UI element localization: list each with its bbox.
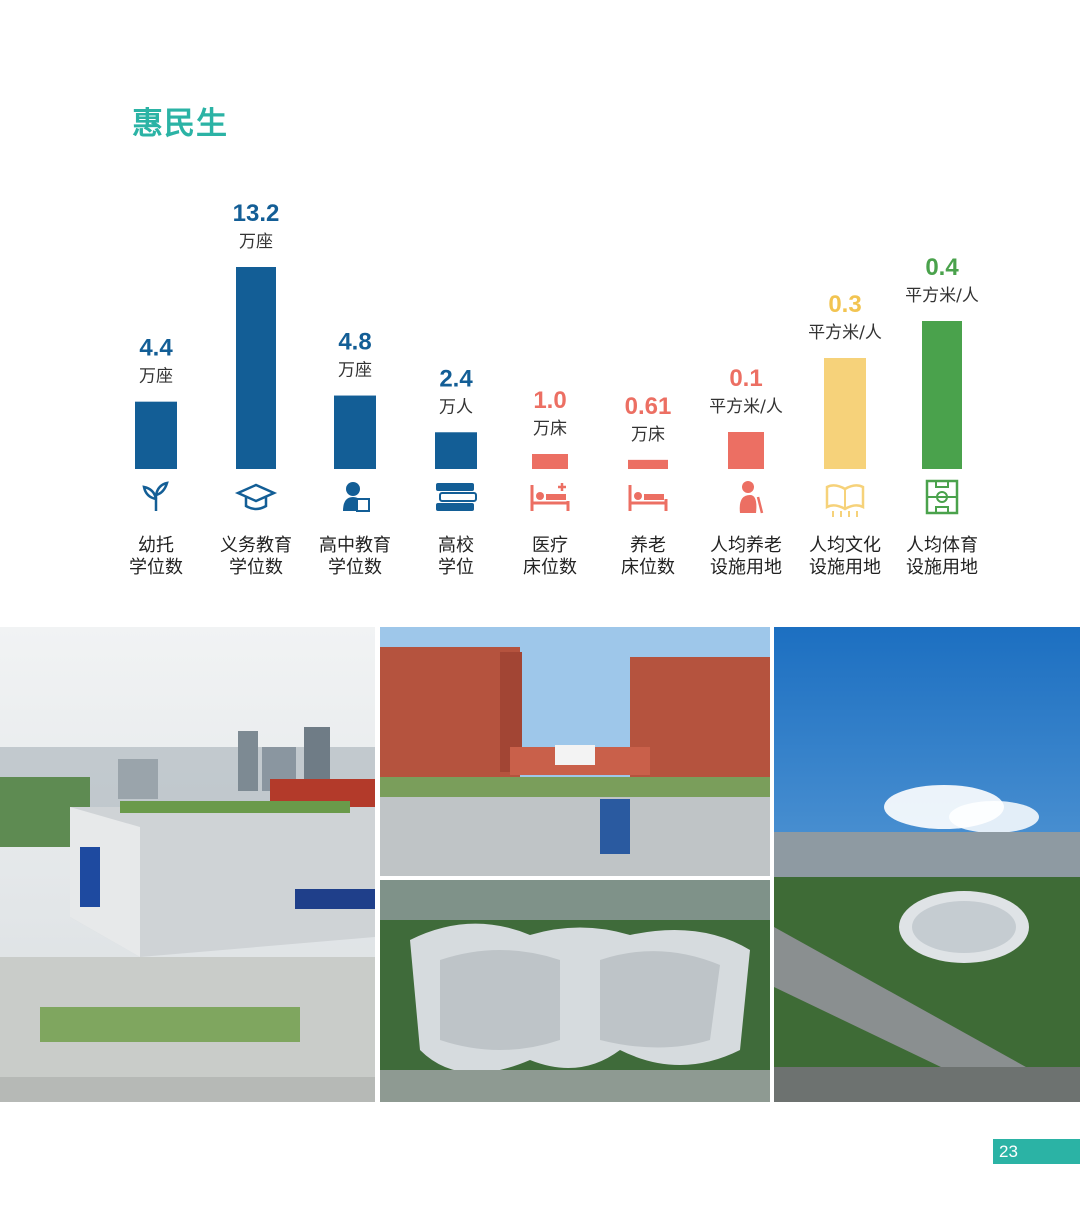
category-label: 幼托 <box>138 535 174 556</box>
elderly-bed-icon <box>628 485 668 511</box>
livelihood-bar-chart: 万座4.4幼托学位数万座13.2义务教育学位数万座4.8高中教育学位数万人2.4… <box>129 200 979 578</box>
bar-unit-label: 万人 <box>439 397 473 417</box>
photo-school-campus <box>380 627 770 876</box>
bar-unit-label: 万床 <box>533 419 567 439</box>
bar-unit-label: 万座 <box>338 361 372 381</box>
page-number: 23 <box>993 1139 1080 1164</box>
category-label: 学位数 <box>229 557 283 578</box>
bar-9 <box>922 321 962 469</box>
bar-2 <box>236 267 276 469</box>
bar-unit-label: 万座 <box>239 232 273 252</box>
category-label: 人均养老 <box>710 535 782 556</box>
bar-value-label: 0.3 <box>828 291 861 318</box>
student-reading-icon <box>343 482 370 512</box>
sports-field-icon <box>925 479 959 515</box>
category-label: 医疗 <box>532 535 568 556</box>
hospital-bed-icon <box>530 483 570 511</box>
category-label: 人均文化 <box>809 535 881 556</box>
category-label: 学位 <box>438 557 474 578</box>
bar-5 <box>532 454 568 469</box>
bar-unit-label: 平方米/人 <box>905 286 979 306</box>
category-label: 义务教育 <box>220 535 292 556</box>
books-icon <box>436 483 477 511</box>
bar-8 <box>824 358 866 469</box>
bar-7 <box>728 432 764 469</box>
bar-unit-label: 平方米/人 <box>808 323 882 343</box>
category-label: 学位数 <box>328 557 382 578</box>
bar-6 <box>628 459 668 469</box>
bar-value-label: 4.8 <box>338 329 371 356</box>
category-label: 床位数 <box>523 557 577 578</box>
category-label: 学位数 <box>129 557 183 578</box>
category-label: 高校 <box>438 535 474 556</box>
bar-value-label: 13.2 <box>233 200 280 227</box>
graduation-cap-icon <box>234 483 278 511</box>
category-label: 高中教育 <box>319 535 391 556</box>
category-label: 床位数 <box>621 557 675 578</box>
photo-hospital-aerial <box>380 880 770 1102</box>
page-title: 惠民生 <box>132 106 228 142</box>
bar-unit-label: 万座 <box>139 367 173 387</box>
bar-value-label: 0.4 <box>925 254 959 281</box>
elderly-person-icon <box>739 481 764 514</box>
photo-sports-center-aerial <box>774 627 1080 1102</box>
bar-unit-label: 万床 <box>631 425 665 445</box>
bar-value-label: 0.61 <box>625 393 672 420</box>
bar-value-label: 1.0 <box>533 387 566 414</box>
bar-value-label: 4.4 <box>139 335 173 362</box>
bar-3 <box>334 395 376 469</box>
category-label: 养老 <box>630 535 666 556</box>
category-label: 人均体育 <box>906 535 978 556</box>
open-book-icon <box>825 484 865 517</box>
category-label: 设施用地 <box>710 557 782 578</box>
photo-cultural-center <box>0 627 375 1102</box>
bar-1 <box>135 401 177 469</box>
sprout-icon <box>142 481 169 511</box>
category-label: 设施用地 <box>906 557 978 578</box>
bar-4 <box>435 432 477 469</box>
bar-value-label: 2.4 <box>439 365 473 392</box>
bar-unit-label: 平方米/人 <box>709 397 783 417</box>
bar-value-label: 0.1 <box>729 365 762 392</box>
category-label: 设施用地 <box>809 557 881 578</box>
